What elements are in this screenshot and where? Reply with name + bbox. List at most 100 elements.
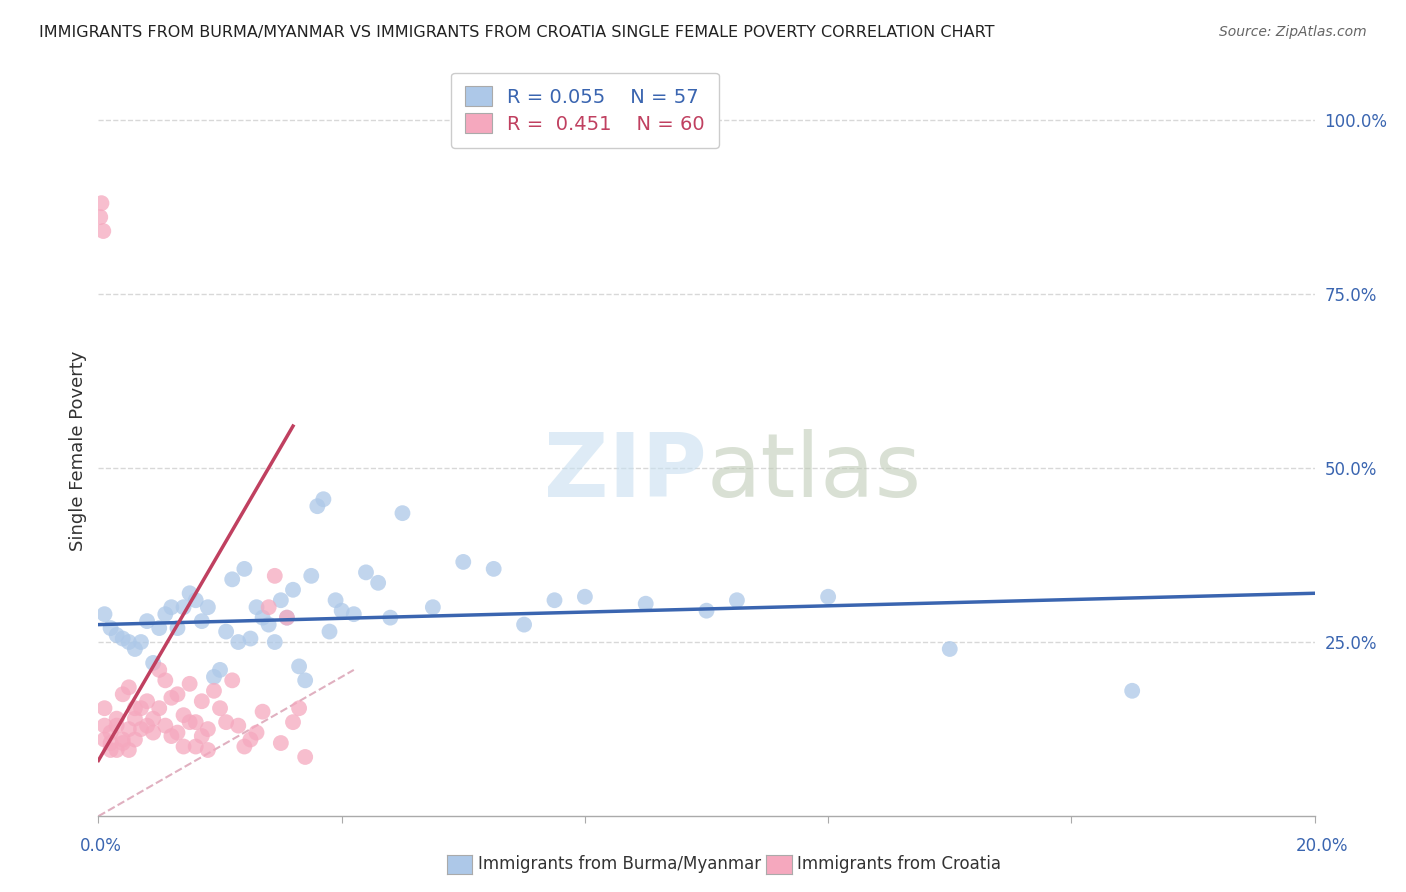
Point	[276, 610, 298, 624]
Point	[173, 600, 195, 615]
Point	[513, 617, 536, 632]
Point	[179, 715, 201, 730]
Point	[111, 732, 134, 747]
Point	[257, 617, 280, 632]
Point	[111, 736, 134, 750]
Point	[263, 569, 285, 583]
Point	[160, 690, 183, 705]
Point	[343, 607, 366, 622]
Point	[221, 572, 243, 586]
Point	[124, 642, 146, 657]
Point	[111, 687, 134, 701]
Point	[90, 196, 112, 211]
Point	[215, 624, 238, 639]
Point	[288, 701, 311, 715]
Point	[325, 593, 347, 607]
Point	[939, 642, 962, 657]
Point	[226, 718, 249, 732]
Point	[124, 712, 146, 726]
Point	[696, 604, 718, 618]
Point	[252, 705, 274, 719]
Point	[299, 569, 322, 583]
Point	[197, 743, 219, 757]
Point	[184, 715, 207, 730]
Point	[129, 701, 152, 715]
Point	[93, 701, 115, 715]
Point	[221, 673, 243, 688]
Point	[129, 635, 152, 649]
Text: 20.0%: 20.0%	[1295, 837, 1348, 855]
Point	[105, 712, 128, 726]
Point	[166, 621, 188, 635]
Point	[124, 701, 146, 715]
Point	[100, 743, 122, 757]
Point	[118, 635, 141, 649]
Point	[252, 610, 274, 624]
Point	[354, 566, 377, 580]
Point	[155, 673, 177, 688]
Point	[160, 729, 183, 743]
Point	[380, 610, 402, 624]
Point	[294, 750, 316, 764]
Point	[184, 739, 207, 754]
Point	[312, 492, 335, 507]
Point	[155, 718, 177, 732]
Y-axis label: Single Female Poverty: Single Female Poverty	[69, 351, 87, 550]
Point	[118, 722, 141, 736]
Text: IMMIGRANTS FROM BURMA/MYANMAR VS IMMIGRANTS FROM CROATIA SINGLE FEMALE POVERTY C: IMMIGRANTS FROM BURMA/MYANMAR VS IMMIGRA…	[39, 25, 995, 40]
Point	[226, 635, 249, 649]
Text: 0.0%: 0.0%	[80, 837, 122, 855]
Point	[817, 590, 839, 604]
Point	[148, 701, 170, 715]
Legend: R = 0.055    N = 57, R =  0.451    N = 60: R = 0.055 N = 57, R = 0.451 N = 60	[451, 72, 718, 147]
Point	[574, 590, 596, 604]
Point	[111, 632, 134, 646]
Point	[202, 683, 225, 698]
Point	[233, 562, 256, 576]
Point	[453, 555, 475, 569]
Point	[93, 732, 115, 747]
Point	[307, 499, 329, 513]
Point	[142, 656, 165, 670]
Point	[136, 694, 159, 708]
Point	[191, 729, 214, 743]
Point	[118, 681, 141, 695]
Text: atlas: atlas	[707, 429, 922, 516]
Text: Immigrants from Burma/Myanmar: Immigrants from Burma/Myanmar	[478, 855, 761, 873]
Point	[239, 632, 262, 646]
Point	[233, 739, 256, 754]
Point	[422, 600, 444, 615]
Point	[245, 600, 267, 615]
Point	[281, 582, 304, 597]
Point	[184, 593, 207, 607]
Point	[105, 743, 128, 757]
Point	[270, 736, 292, 750]
Point	[129, 722, 152, 736]
Point	[367, 575, 389, 590]
Point	[209, 701, 232, 715]
Point	[100, 621, 122, 635]
Point	[148, 663, 170, 677]
Point	[263, 635, 285, 649]
Point	[160, 600, 183, 615]
Point	[270, 593, 292, 607]
Point	[124, 732, 146, 747]
Point	[215, 715, 238, 730]
Point	[148, 621, 170, 635]
Point	[105, 628, 128, 642]
Point	[166, 725, 188, 739]
Point	[100, 736, 122, 750]
Point	[202, 670, 225, 684]
Point	[725, 593, 748, 607]
Point	[318, 624, 340, 639]
Point	[136, 718, 159, 732]
Point	[136, 614, 159, 628]
Point	[294, 673, 316, 688]
Point	[209, 663, 232, 677]
Point	[239, 732, 262, 747]
Point	[155, 607, 177, 622]
Point	[634, 597, 657, 611]
Point	[191, 614, 214, 628]
Point	[100, 725, 122, 739]
Point	[93, 607, 115, 622]
